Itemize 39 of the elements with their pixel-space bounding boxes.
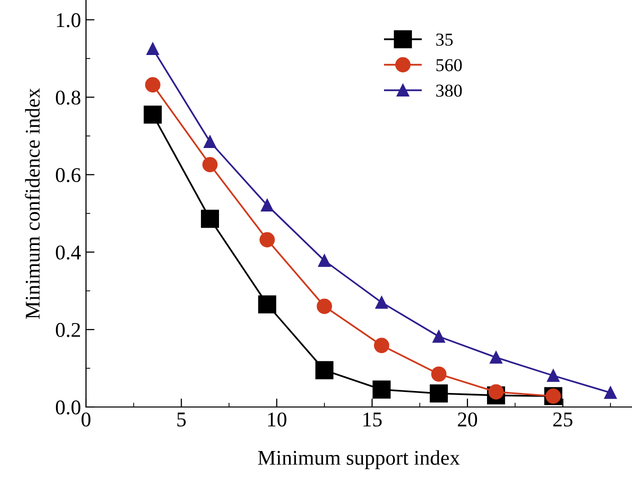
point bbox=[372, 380, 391, 399]
point bbox=[547, 369, 560, 382]
legend-label: 35 bbox=[436, 34, 453, 46]
y-axis-title: Minimum confidence index bbox=[24, 88, 40, 319]
point bbox=[604, 386, 617, 399]
point bbox=[258, 295, 276, 314]
y-tick-label: 0.4 bbox=[56, 245, 81, 260]
point bbox=[146, 42, 159, 56]
point bbox=[375, 296, 388, 309]
x-tick-label: 5 bbox=[177, 412, 186, 427]
point bbox=[490, 351, 502, 364]
point bbox=[316, 298, 332, 314]
point bbox=[318, 254, 331, 267]
y-tick-label: 0.0 bbox=[56, 400, 80, 415]
legend-label: 380 bbox=[436, 84, 462, 97]
point bbox=[260, 232, 275, 248]
point bbox=[144, 106, 162, 124]
y-tick-label: 0.2 bbox=[56, 322, 80, 338]
point bbox=[430, 384, 448, 402]
x-tick-label: 20 bbox=[458, 412, 478, 427]
legend-label: 560 bbox=[436, 59, 462, 72]
x-tick-label: 10 bbox=[268, 412, 286, 427]
y-tick-label: 0.6 bbox=[56, 168, 81, 182]
point bbox=[200, 210, 219, 228]
y-tick-label: 1.0 bbox=[56, 13, 80, 28]
point bbox=[432, 330, 446, 343]
point bbox=[260, 199, 274, 212]
x-tick-label: 15 bbox=[363, 412, 382, 427]
point bbox=[202, 156, 218, 172]
point bbox=[145, 77, 160, 92]
y-tick-label: 0.8 bbox=[56, 90, 80, 105]
x-axis-title: Minimum support index bbox=[258, 450, 460, 470]
point bbox=[374, 338, 390, 354]
point bbox=[488, 384, 504, 400]
point bbox=[315, 361, 334, 380]
x-tick-label: 0 bbox=[82, 412, 90, 427]
x-tick-label: 25 bbox=[553, 412, 572, 427]
point bbox=[431, 366, 446, 382]
point bbox=[204, 135, 216, 148]
